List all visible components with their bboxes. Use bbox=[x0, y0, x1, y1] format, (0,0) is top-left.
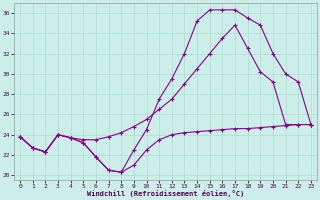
X-axis label: Windchill (Refroidissement éolien,°C): Windchill (Refroidissement éolien,°C) bbox=[87, 190, 244, 197]
